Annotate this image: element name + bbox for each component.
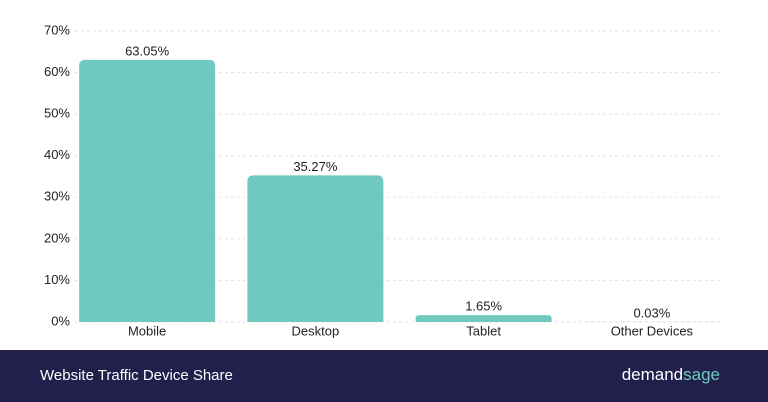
bar: [247, 175, 384, 322]
x-tick-label: Mobile: [128, 323, 166, 338]
value-label: 1.65%: [465, 299, 502, 314]
y-tick-label: 60%: [44, 64, 70, 79]
chart-title: Website Traffic Device Share: [40, 367, 233, 384]
value-label: 35.27%: [293, 159, 338, 174]
value-label: 0.03%: [633, 305, 670, 320]
brand-main: demand: [622, 365, 683, 384]
y-tick-label: 30%: [44, 189, 70, 204]
brand-accent: sage: [683, 365, 720, 384]
y-tick-label: 20%: [44, 230, 70, 245]
y-tick-label: 50%: [44, 106, 70, 121]
x-tick-label: Desktop: [292, 323, 340, 338]
bar: [415, 315, 552, 322]
value-label: 63.05%: [125, 43, 170, 58]
bar: [79, 59, 216, 322]
x-tick-label: Other Devices: [611, 323, 694, 338]
footer-band: [0, 350, 768, 402]
y-tick-label: 70%: [44, 22, 70, 37]
x-tick-label: Tablet: [466, 323, 501, 338]
y-tick-label: 0%: [51, 313, 70, 328]
brand-logo: demandsage: [622, 365, 720, 384]
y-tick-label: 40%: [44, 147, 70, 162]
y-tick-label: 10%: [44, 272, 70, 287]
